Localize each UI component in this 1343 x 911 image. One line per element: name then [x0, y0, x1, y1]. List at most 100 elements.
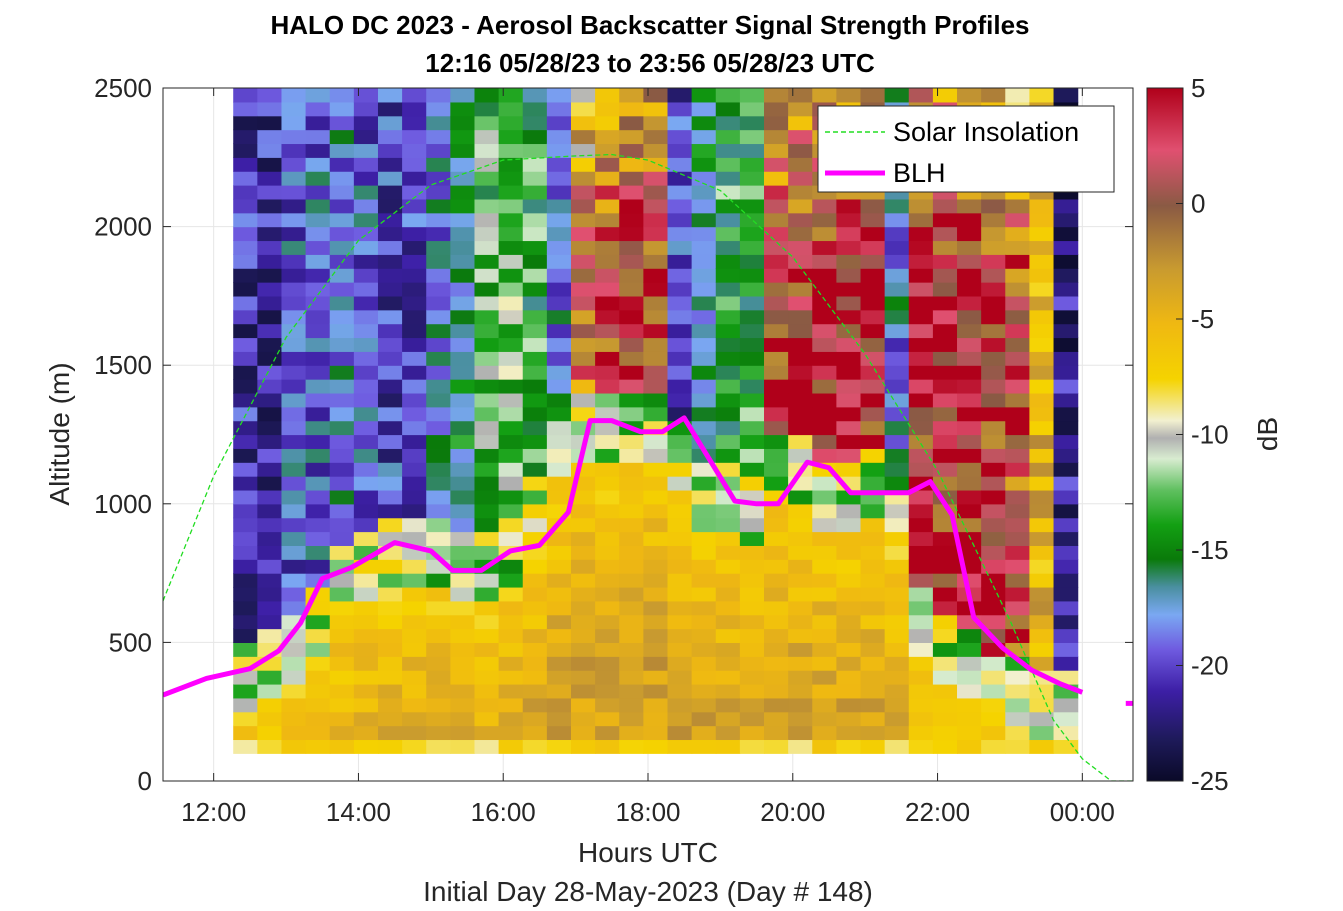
heatmap-cell	[788, 614, 813, 630]
heatmap-cell	[715, 462, 741, 477]
heatmap-cell	[619, 157, 644, 172]
heatmap-cell	[377, 365, 403, 380]
heatmap-cell	[957, 323, 982, 339]
heatmap-cell	[836, 628, 862, 643]
heatmap-cell	[1005, 323, 1031, 339]
heatmap-cell	[1053, 379, 1079, 394]
heatmap-cell	[353, 129, 379, 145]
heatmap-cell	[812, 434, 837, 449]
heatmap-cell	[281, 503, 307, 519]
heatmap-cell	[1005, 670, 1031, 685]
heatmap-cell	[836, 711, 862, 727]
heatmap-cell	[522, 157, 548, 172]
heatmap-cell	[715, 171, 741, 186]
heatmap-cell	[546, 448, 572, 463]
heatmap-cell	[233, 683, 258, 699]
heatmap-cell	[353, 670, 379, 685]
heatmap-cell	[643, 212, 669, 228]
heatmap-cell	[498, 489, 524, 505]
heatmap-cell	[474, 476, 500, 491]
heatmap-cell	[764, 295, 789, 311]
heatmap-cell	[812, 489, 837, 505]
y-tick-label: 1000	[94, 489, 152, 519]
heatmap-cell	[619, 226, 644, 242]
heatmap-cell	[570, 337, 596, 352]
heatmap-cell	[739, 559, 765, 574]
heatmap-cell	[812, 697, 837, 713]
heatmap-cell	[1029, 392, 1055, 408]
heatmap-cell	[788, 129, 813, 145]
heatmap-cell	[329, 614, 355, 630]
heatmap-cell	[546, 489, 572, 505]
heatmap-cell	[1053, 489, 1079, 505]
heatmap-cell	[257, 559, 283, 574]
heatmap-cell	[233, 503, 258, 519]
heatmap-cell	[595, 198, 620, 214]
heatmap-cell	[329, 240, 355, 255]
heatmap-cell	[619, 448, 644, 463]
heatmap-cell	[667, 545, 693, 560]
heatmap-cell	[595, 379, 620, 394]
heatmap-cell	[595, 725, 620, 741]
heatmap-cell	[619, 656, 644, 671]
heatmap-cell	[788, 226, 813, 242]
heatmap-cell	[595, 670, 620, 685]
heatmap-cell	[908, 268, 934, 283]
heatmap-cell	[981, 448, 1006, 463]
heatmap-cell	[691, 226, 717, 242]
heatmap-cell	[908, 379, 934, 394]
heatmap-cell	[546, 282, 572, 297]
heatmap-cell	[353, 337, 379, 352]
heatmap-cell	[739, 476, 765, 491]
heatmap-cell	[522, 683, 548, 699]
heatmap-cell	[522, 420, 548, 436]
heatmap-cell	[739, 573, 765, 588]
heatmap-cell	[450, 697, 476, 713]
heatmap-cell	[281, 420, 307, 436]
colorbar-label: dB	[1252, 417, 1283, 451]
heatmap-cell	[377, 171, 403, 186]
heatmap-cell	[643, 143, 669, 158]
heatmap-cell	[522, 323, 548, 339]
heatmap-cell	[764, 185, 789, 200]
heatmap-cell	[595, 642, 620, 657]
heatmap-cell	[691, 171, 717, 186]
heatmap-cell	[1005, 711, 1031, 727]
heatmap-cell	[353, 656, 379, 671]
heatmap-cell	[836, 337, 862, 352]
heatmap-cell	[474, 600, 500, 616]
heatmap-cell	[932, 351, 958, 366]
heatmap-cell	[570, 295, 596, 311]
heatmap-cell	[860, 670, 886, 685]
heatmap-cell	[860, 531, 886, 546]
heatmap-cell	[402, 212, 427, 228]
heatmap-cell	[1029, 226, 1055, 242]
heatmap-cell	[281, 531, 307, 546]
heatmap-cell	[812, 240, 837, 255]
heatmap-cell	[570, 157, 596, 172]
heatmap-cell	[739, 309, 765, 325]
heatmap-cell	[739, 586, 765, 602]
heatmap-cell	[739, 434, 765, 449]
heatmap-cell	[353, 309, 379, 325]
heatmap-cell	[233, 268, 258, 283]
heatmap-cell	[522, 254, 548, 269]
heatmap-cell	[812, 586, 837, 602]
heatmap-cell	[908, 489, 934, 505]
heatmap-cell	[329, 739, 355, 754]
heatmap-cell	[353, 711, 379, 727]
heatmap-cell	[450, 392, 476, 408]
heatmap-cell	[619, 406, 644, 422]
heatmap-cell	[957, 254, 982, 269]
heatmap-cell	[522, 600, 548, 616]
heatmap-cell	[546, 129, 572, 145]
heatmap-cell	[474, 642, 500, 657]
heatmap-cell	[739, 185, 765, 200]
heatmap-cell	[474, 545, 500, 560]
blh-line	[163, 415, 1084, 698]
heatmap-cell	[281, 309, 307, 325]
heatmap-cell	[233, 323, 258, 339]
heatmap-cell	[402, 157, 427, 172]
heatmap-cell	[1053, 517, 1079, 533]
